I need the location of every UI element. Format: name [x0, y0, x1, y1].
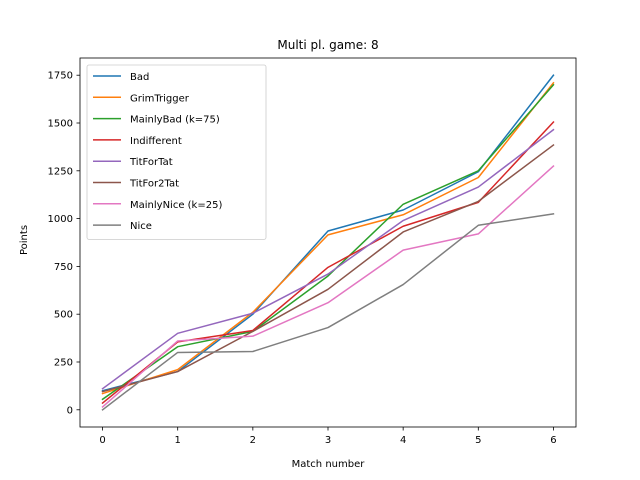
y-tick-label: 0	[67, 405, 73, 416]
legend-frame	[86, 64, 267, 240]
series-line-mainlybad-k-75	[101, 83, 555, 401]
series-line-mainlynice-k-25	[101, 164, 555, 408]
chart-title: Multi pl. game: 8	[277, 38, 378, 52]
legend-entry-label: TitFor2Tat	[129, 179, 179, 190]
x-tick-label: 5	[475, 435, 481, 446]
legend-entry-label: MainlyNice (k=25)	[130, 200, 222, 211]
y-tick-label: 1750	[48, 71, 73, 82]
y-tick-label: 1250	[48, 166, 73, 177]
x-tick-label: 1	[175, 435, 181, 446]
y-axis-label: Points	[19, 225, 30, 255]
y-tick-label: 1000	[48, 214, 73, 225]
x-axis-label: Match number	[292, 459, 366, 470]
x-tick-label: 2	[250, 435, 256, 446]
series-line-titfor2tat	[101, 143, 555, 393]
series-line-grimtrigger	[101, 81, 555, 395]
y-tick-label: 250	[54, 357, 73, 368]
y-tick-label: 750	[54, 262, 73, 273]
legend-entry-label: GrimTrigger	[130, 93, 190, 104]
series-line-titfortat	[101, 128, 555, 390]
legend-entry-label: TitForTat	[129, 157, 173, 168]
series-line-nice	[101, 212, 555, 411]
legend-entry-label: MainlyBad (k=75)	[130, 115, 220, 126]
legend: Bad GrimTrigger MainlyBad (k=75) Indifferen…	[86, 64, 267, 240]
plot-area: 0 1 2 3 4 5 6 0 250 500 750 1000 1250 1500 1750	[48, 57, 577, 446]
legend-entry-label: Bad	[130, 72, 149, 83]
x-tick-label: 3	[325, 435, 331, 446]
x-tick-label: 0	[99, 435, 105, 446]
legend-entry-label: Indifferent	[130, 136, 182, 147]
y-tick-label: 500	[54, 310, 73, 321]
x-tick-label: 6	[550, 435, 556, 446]
y-tick-label: 1500	[48, 119, 73, 130]
legend-entry-label: Nice	[130, 221, 152, 232]
x-tick-label: 4	[400, 435, 406, 446]
